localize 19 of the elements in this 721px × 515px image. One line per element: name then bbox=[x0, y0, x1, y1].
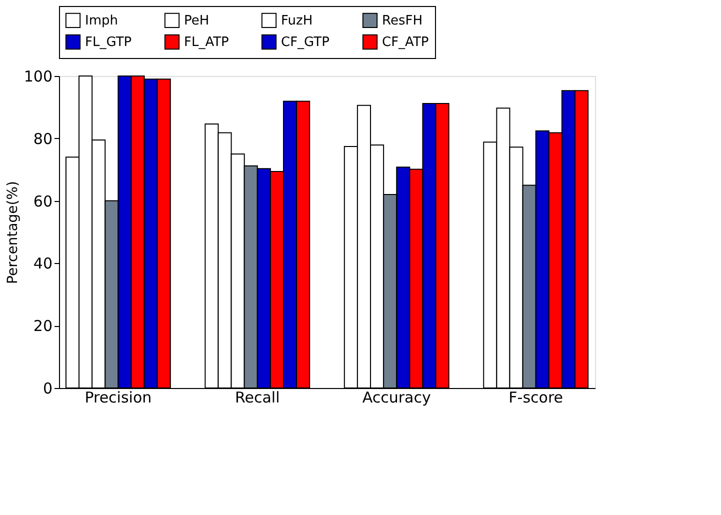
legend-label: ResFH bbox=[382, 13, 422, 28]
legend-label: CF_ATP bbox=[382, 35, 429, 50]
legend-label: FL_GTP bbox=[85, 35, 132, 50]
legend-label: FL_ATP bbox=[184, 35, 230, 50]
x-tick-label: Precision bbox=[84, 388, 152, 406]
legend-label: PeH bbox=[184, 13, 210, 28]
legend-label: Imph bbox=[85, 13, 118, 28]
y-tick-label: 0 bbox=[42, 380, 52, 398]
legend-label: CF_GTP bbox=[281, 35, 330, 50]
x-tick-label: F-score bbox=[508, 388, 564, 406]
x-tick-label: Recall bbox=[235, 388, 280, 406]
legend-label: FuzH bbox=[281, 13, 313, 28]
y-tick-label: 100 bbox=[24, 68, 52, 86]
y-axis-title: Percentage(%) bbox=[4, 181, 21, 284]
x-tick-label: Accuracy bbox=[362, 388, 431, 406]
y-tick-label: 80 bbox=[33, 130, 52, 148]
y-tick-label: 20 bbox=[33, 317, 52, 336]
y-tick-label: 60 bbox=[33, 192, 52, 210]
y-tick-label: 40 bbox=[33, 254, 52, 273]
